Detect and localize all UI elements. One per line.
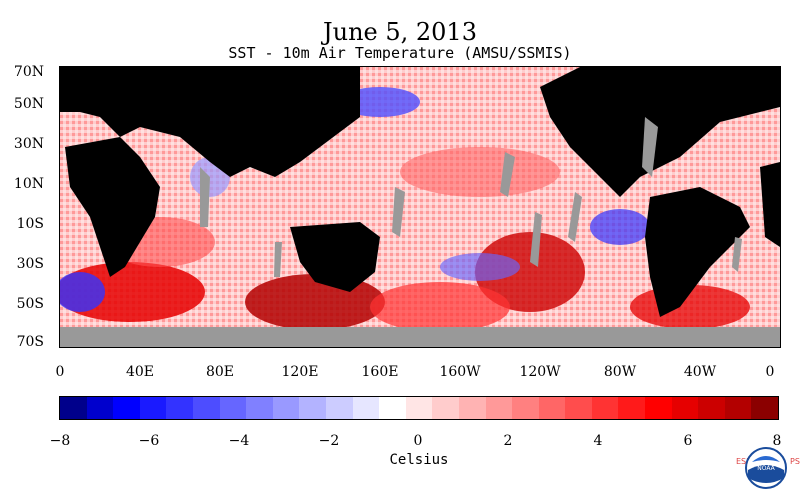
colorbar-swatch bbox=[724, 397, 752, 419]
colorbar-swatch bbox=[352, 397, 380, 419]
colorbar-tick: −2 bbox=[318, 433, 340, 449]
colorbar-swatch bbox=[299, 397, 326, 419]
colorbar-swatch bbox=[671, 397, 699, 419]
colorbar-swatch bbox=[86, 397, 114, 419]
lon-label-120w: 120W bbox=[519, 364, 561, 380]
colorbar-units-label: Celsius bbox=[389, 452, 449, 468]
missing-data-swath bbox=[642, 117, 658, 177]
sst-anomaly-map bbox=[59, 66, 781, 348]
cool-anomaly-south-pacific bbox=[440, 253, 520, 281]
lat-label-10s: 10S bbox=[16, 216, 44, 232]
antarctica-mask bbox=[60, 327, 780, 347]
lat-label-30n: 30N bbox=[13, 136, 44, 152]
colorbar-swatch bbox=[485, 397, 513, 419]
colorbar-swatch bbox=[325, 397, 353, 419]
lat-label-50s: 50S bbox=[16, 296, 44, 312]
psd-label: PSD bbox=[790, 457, 800, 466]
lon-label-120e: 120E bbox=[281, 364, 319, 380]
lat-label-70s: 70S bbox=[16, 334, 44, 350]
lon-label-0: 0 bbox=[55, 364, 65, 380]
colorbar-swatch bbox=[139, 397, 167, 419]
colorbar-swatch bbox=[645, 397, 672, 419]
noaa-logo-icon: NOAA bbox=[738, 440, 794, 496]
warm-anomaly-tasman bbox=[370, 282, 510, 332]
south-america-landmass bbox=[645, 187, 750, 317]
map-title: June 5, 2013 bbox=[323, 18, 477, 46]
missing-data-swath bbox=[274, 242, 282, 277]
colorbar-tick: 8 bbox=[772, 433, 782, 449]
colorbar-tick: −8 bbox=[49, 433, 71, 449]
lon-label-40w: 40W bbox=[683, 364, 717, 380]
colorbar-swatch bbox=[219, 397, 247, 419]
colorbar-swatch bbox=[591, 397, 619, 419]
colorbar-swatch bbox=[751, 397, 779, 419]
lon-label-160w: 160W bbox=[439, 364, 481, 380]
australia-landmass bbox=[290, 222, 380, 292]
lon-label-160e: 160E bbox=[361, 364, 399, 380]
colorbar-swatch bbox=[246, 397, 273, 419]
missing-data-swath bbox=[568, 192, 582, 242]
missing-data-swath bbox=[732, 237, 742, 272]
colorbar-tick: 4 bbox=[593, 433, 603, 449]
noaa-logo-graphic: NOAA bbox=[745, 447, 787, 489]
colorbar-swatch bbox=[405, 397, 433, 419]
colorbar-swatch bbox=[272, 397, 300, 419]
map-subtitle: SST - 10m Air Temperature (AMSU/SSMIS) bbox=[228, 44, 572, 62]
colorbar-swatch bbox=[60, 397, 87, 419]
colorbar-swatch bbox=[618, 397, 646, 419]
colorbar-tick: −4 bbox=[228, 433, 250, 449]
colorbar-swatch bbox=[458, 397, 486, 419]
lon-label-40e: 40E bbox=[125, 364, 155, 380]
noaa-logo-text: NOAA bbox=[757, 465, 775, 472]
missing-data-swath bbox=[200, 167, 210, 227]
colorbar-swatch bbox=[698, 397, 725, 419]
colorbar-tick: 0 bbox=[413, 433, 423, 449]
colorbar-swatch bbox=[379, 397, 406, 419]
lat-label-70n: 70N bbox=[13, 64, 44, 80]
africa-landmass bbox=[65, 137, 160, 277]
north-america-landmass bbox=[540, 67, 780, 197]
lat-label-50n: 50N bbox=[13, 96, 44, 112]
colorbar-tick: 2 bbox=[503, 433, 513, 449]
missing-data-swath bbox=[530, 212, 542, 267]
warm-anomaly-north-pacific bbox=[400, 147, 560, 197]
lon-label-80w: 80W bbox=[603, 364, 637, 380]
colorbar-tick: 6 bbox=[683, 433, 693, 449]
lat-label-10n: 10N bbox=[13, 176, 44, 192]
missing-data-swath bbox=[500, 152, 515, 197]
cool-anomaly-peru bbox=[590, 209, 650, 245]
colorbar-swatch bbox=[113, 397, 140, 419]
lon-label-80e: 80E bbox=[205, 364, 235, 380]
colorbar-tick: −6 bbox=[138, 433, 160, 449]
lon-label-0-end: 0 bbox=[765, 364, 775, 380]
colorbar-swatch bbox=[192, 397, 220, 419]
lat-label-30s: 30S bbox=[16, 256, 44, 272]
colorbar-swatch bbox=[432, 397, 459, 419]
map-graphic bbox=[60, 67, 780, 347]
warm-anomaly-south-pacific bbox=[475, 232, 585, 312]
warm-anomaly-south-indian bbox=[245, 274, 385, 330]
eurasia-landmass bbox=[60, 67, 360, 177]
colorbar-swatch bbox=[538, 397, 566, 419]
colorbar-swatch bbox=[166, 397, 193, 419]
colorbar-swatch bbox=[512, 397, 539, 419]
colorbar-swatch bbox=[565, 397, 592, 419]
missing-data-swath bbox=[392, 187, 405, 237]
temperature-colorbar bbox=[59, 396, 779, 420]
cool-anomaly-south-atlantic-west bbox=[60, 272, 105, 312]
west-africa-edge bbox=[760, 162, 780, 247]
